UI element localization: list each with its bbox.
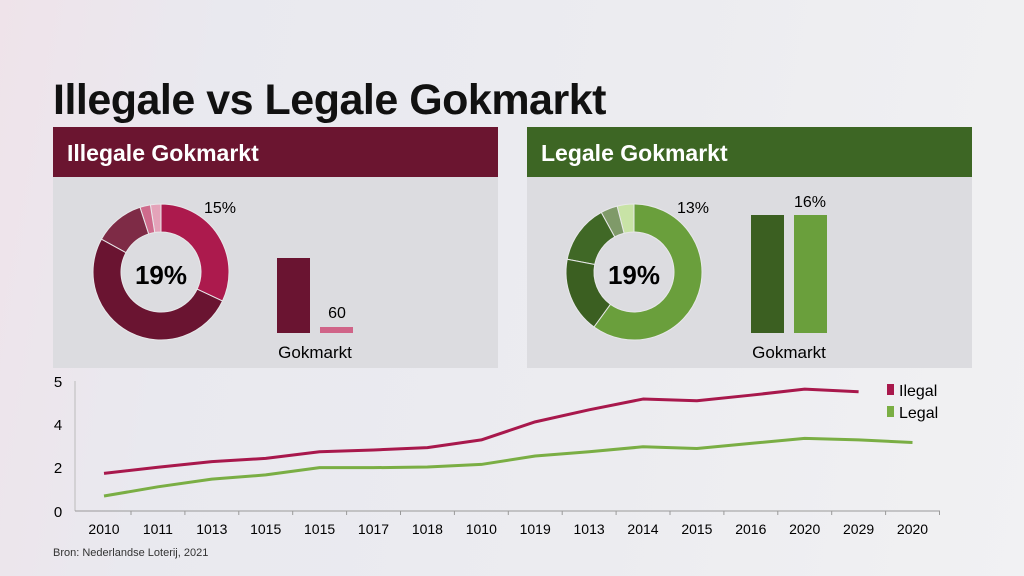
bar-value-label: 60 — [328, 305, 346, 322]
donut-slice — [100, 206, 150, 254]
bar — [751, 215, 784, 333]
donut-slice — [565, 258, 612, 328]
bar-x-label: Gokmarkt — [752, 343, 826, 362]
x-tick-label: 1019 — [520, 521, 551, 537]
y-tick-label: 2 — [54, 460, 62, 477]
bar — [794, 215, 827, 333]
source-note: Bron: Nederlandse Loterij, 2021 — [53, 547, 208, 559]
illegal-panel-title: Illegale Gokmarkt — [53, 127, 498, 177]
donut-slice — [593, 203, 703, 341]
x-tick-label: 2014 — [627, 521, 658, 537]
x-tick-label: 2029 — [843, 521, 874, 537]
x-tick-label: 2016 — [735, 521, 766, 537]
x-tick-label: 1011 — [143, 521, 173, 537]
donut-slice — [92, 238, 224, 341]
bar-x-label: Gokmarkt — [278, 343, 352, 362]
donut-center-label: 19% — [135, 260, 187, 290]
bar — [277, 258, 310, 333]
y-tick-label: 0 — [54, 504, 62, 521]
x-tick-label: 1015 — [304, 521, 335, 537]
donut-slice — [139, 204, 156, 235]
donut-slice-label: 13% — [677, 200, 709, 217]
line-series-legal — [103, 436, 913, 498]
x-tick-label: 1013 — [574, 521, 605, 537]
x-tick-label: 2010 — [88, 521, 119, 537]
x-tick-label: 1018 — [412, 521, 443, 537]
x-tick-label: 1015 — [250, 521, 281, 537]
bar — [320, 327, 353, 333]
legend-swatch — [887, 384, 894, 395]
y-tick-label: 4 — [54, 417, 62, 434]
donut-slice-label: 15% — [204, 200, 236, 217]
x-tick-label: 1013 — [196, 521, 227, 537]
legal-panel-title: Legale Gokmarkt — [527, 127, 972, 177]
legend-legal: Legal — [899, 405, 938, 422]
page-title: Illegale vs Legale Gokmarkt — [53, 76, 606, 124]
x-tick-label: 1010 — [466, 521, 497, 537]
x-tick-label: 2015 — [681, 521, 712, 537]
x-tick-label: 2020 — [897, 521, 928, 537]
bar-value-label: 16% — [794, 194, 826, 211]
legend-illegal: Ilegal — [899, 383, 937, 400]
line-series-ilegal — [103, 387, 859, 475]
y-tick-label: 5 — [54, 374, 62, 391]
x-tick-label: 1017 — [358, 521, 389, 537]
donut-center-label: 19% — [608, 260, 660, 290]
legend-swatch — [887, 406, 894, 417]
donut-slice — [160, 203, 230, 302]
donut-slice — [600, 205, 625, 238]
x-tick-label: 2020 — [789, 521, 820, 537]
donut-slice — [566, 211, 616, 266]
